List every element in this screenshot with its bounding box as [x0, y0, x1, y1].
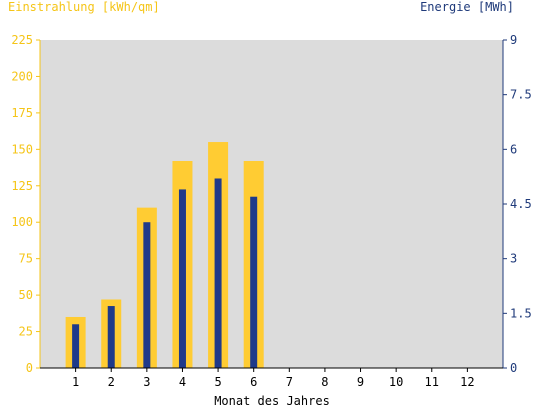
right-tick-label: 0	[510, 361, 517, 375]
left-tick-label: 50	[19, 288, 33, 302]
right-tick-label: 1.5	[510, 306, 532, 320]
bars-group	[65, 142, 264, 368]
left-tick-label: 0	[26, 361, 33, 375]
right-tick-label: 3	[510, 252, 517, 266]
left-axis-ticks: 0 25 50 75 100 125 150 175 200 225	[11, 33, 40, 375]
right-tick-label: 7.5	[510, 88, 532, 102]
left-tick-label: 225	[11, 33, 33, 47]
x-tick-label: 10	[389, 375, 403, 389]
bar-energie-2	[107, 306, 115, 368]
x-tick-label: 11	[425, 375, 439, 389]
bar-energie-3	[143, 222, 151, 368]
right-tick-label: 4.5	[510, 197, 532, 211]
bar-energie-6	[250, 196, 258, 368]
left-tick-label: 150	[11, 142, 33, 156]
x-tick-label: 5	[214, 375, 221, 389]
x-tick-label: 8	[321, 375, 328, 389]
x-axis-title: Monat des Jahres	[214, 394, 330, 408]
right-tick-label: 9	[510, 33, 517, 47]
x-tick-label: 3	[143, 375, 150, 389]
right-axis-ticks: 0 1.5 3 4.5 6 7.5 9	[503, 33, 532, 375]
x-tick-label: 12	[460, 375, 474, 389]
left-tick-label: 200	[11, 69, 33, 83]
bar-energie-1	[72, 324, 80, 368]
bar-energie-4	[178, 189, 186, 368]
x-tick-label: 2	[108, 375, 115, 389]
right-axis-title: Energie [MWh]	[420, 0, 514, 14]
left-tick-label: 75	[19, 252, 33, 266]
left-tick-label: 25	[19, 325, 33, 339]
left-axis-title: Einstrahlung [kWh/qm]	[8, 0, 160, 14]
right-tick-label: 6	[510, 142, 517, 156]
x-tick-label: 7	[286, 375, 293, 389]
left-tick-label: 100	[11, 215, 33, 229]
x-tick-label: 4	[179, 375, 186, 389]
left-tick-label: 125	[11, 179, 33, 193]
bar-energie-5	[214, 178, 222, 368]
x-tick-label: 9	[357, 375, 364, 389]
x-tick-label: 1	[72, 375, 79, 389]
x-tick-label: 6	[250, 375, 257, 389]
left-tick-label: 175	[11, 106, 33, 120]
x-axis-ticks: 1 2 3 4 5 6 7 8 9 10 11 12	[72, 368, 475, 389]
